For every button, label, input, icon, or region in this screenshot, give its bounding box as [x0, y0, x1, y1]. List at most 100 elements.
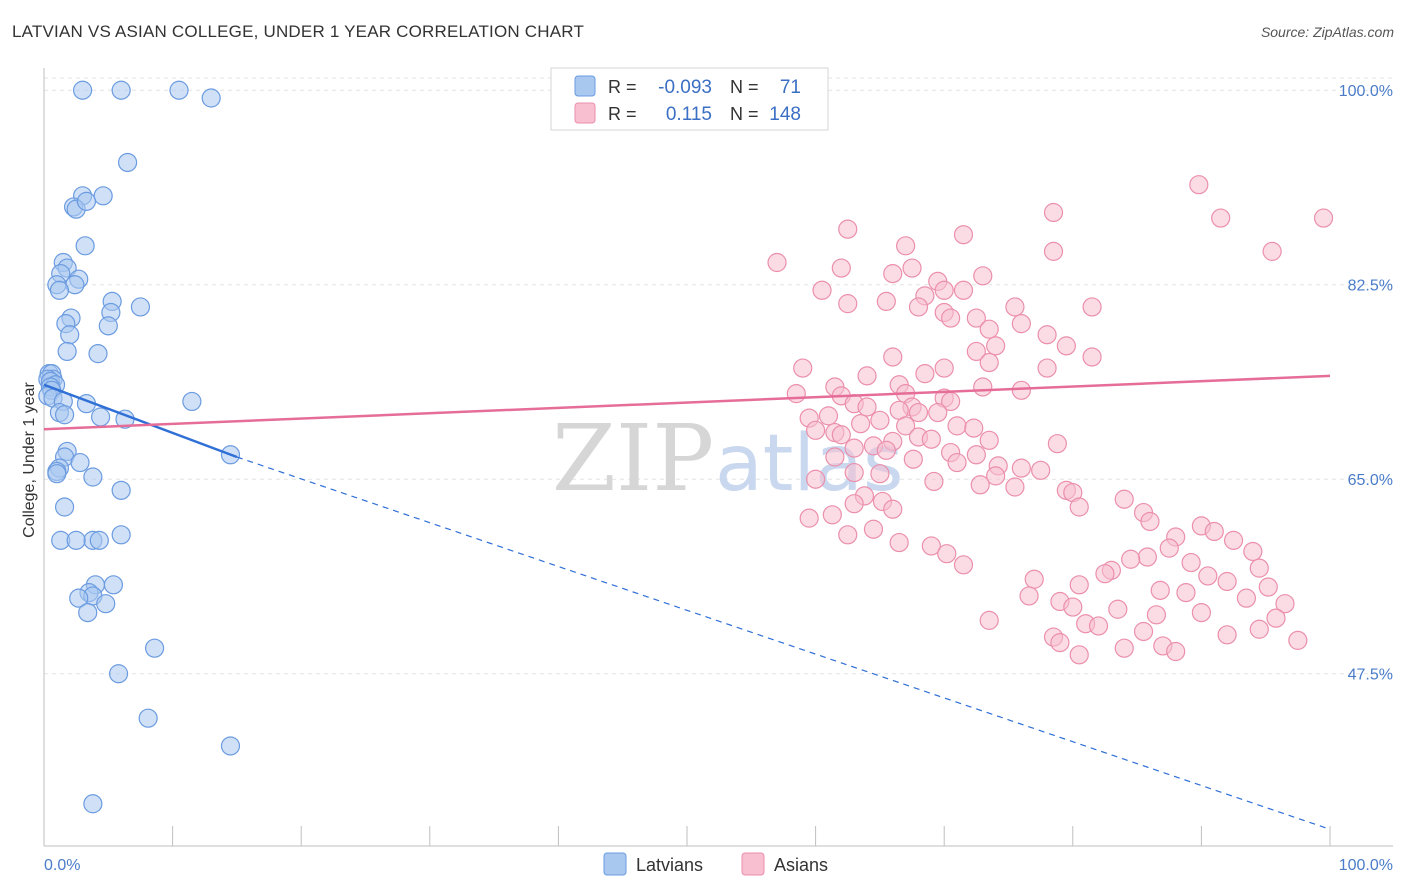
asians-point — [966, 308, 986, 328]
latvians-point — [60, 325, 80, 345]
y-axis-title: College, Under 1 year — [21, 382, 38, 538]
asians-point — [1313, 208, 1334, 228]
latvians-point — [111, 525, 131, 545]
asians-point — [1137, 547, 1157, 567]
asians-point — [883, 499, 903, 519]
asians-point — [986, 336, 1006, 356]
asians-point — [953, 225, 974, 245]
asians-point — [1043, 241, 1064, 261]
asians-point — [1217, 625, 1237, 645]
chart-title: LATVIAN VS ASIAN COLLEGE, UNDER 1 YEAR C… — [12, 22, 585, 41]
y-tick-label: 82.5% — [1348, 278, 1393, 295]
asians-point — [973, 266, 993, 286]
asians-point — [966, 341, 986, 362]
asians-point — [793, 358, 813, 378]
watermark-zip: ZIP — [552, 405, 714, 512]
legend-swatch-asians — [574, 102, 596, 124]
bottom-legend-swatch-latvians — [603, 852, 627, 876]
asians-point — [1166, 641, 1186, 662]
asians-point — [883, 347, 903, 367]
asians-point — [953, 555, 974, 575]
asians-point — [870, 410, 890, 430]
asians-point — [1114, 638, 1134, 658]
asians-point — [1121, 549, 1141, 569]
asians-point — [973, 377, 993, 397]
asians-point — [1011, 380, 1031, 400]
asians-point — [937, 544, 957, 564]
asians-point — [1266, 608, 1286, 628]
latvians-point — [54, 405, 75, 425]
asians-point — [947, 416, 967, 436]
latvians-point — [201, 88, 221, 108]
y-tick-labels: 100.0% 82.5% 65.0% 47.5% — [1339, 83, 1393, 684]
asians-point — [1037, 358, 1057, 378]
latvians-point — [72, 80, 93, 100]
asians-point — [1108, 599, 1128, 619]
asians-point — [876, 291, 896, 311]
latvians-point — [49, 280, 70, 300]
asians-point — [1005, 297, 1025, 317]
latvians-point — [89, 530, 109, 550]
asians-point — [1082, 297, 1102, 317]
asians-point — [1258, 577, 1278, 597]
asians-point — [863, 519, 884, 539]
asians-point — [818, 406, 839, 426]
asians-point — [1288, 630, 1308, 650]
asians-point — [1150, 580, 1170, 600]
asians-point — [908, 297, 929, 317]
asians-point — [1249, 619, 1269, 639]
asians-point — [1191, 602, 1212, 623]
legend-n-label-latvians: N = — [730, 77, 759, 97]
latvians-point — [66, 530, 86, 550]
asians-point — [1198, 566, 1218, 586]
y-tick-label: 100.0% — [1339, 83, 1393, 100]
asians-point — [1037, 325, 1057, 345]
asians-point — [1011, 458, 1031, 478]
asians-point — [857, 397, 877, 417]
asians-point — [986, 466, 1006, 486]
asians-point — [921, 429, 941, 449]
asians-point — [966, 445, 986, 465]
x-ticks — [43, 826, 1331, 846]
asians-point — [889, 532, 909, 553]
asians-point — [1140, 511, 1160, 532]
asians-point — [1236, 588, 1257, 608]
chart-source: Source: ZipAtlas.com — [1260, 24, 1394, 40]
asians-point — [1189, 175, 1209, 195]
latvians-point — [220, 736, 241, 756]
asians-point — [1262, 241, 1282, 261]
asians-point — [1204, 521, 1224, 542]
asians-point — [1223, 530, 1244, 550]
asians-point — [1088, 616, 1109, 636]
asians-point — [876, 440, 896, 460]
asians-point — [812, 280, 832, 300]
asians-point — [928, 402, 948, 423]
latvians-point — [144, 638, 165, 658]
legend-n-label-asians: N = — [730, 104, 759, 124]
asians-point — [1011, 314, 1031, 334]
asians-point — [844, 438, 864, 458]
asians-point — [799, 508, 819, 528]
latvians-point — [96, 594, 116, 614]
asians-point — [844, 494, 864, 514]
legend-r-value-latvians: -0.093 — [658, 77, 712, 98]
latvians-point — [88, 344, 108, 364]
asians-point — [1005, 477, 1025, 497]
x-tick-label-min: 0.0% — [44, 857, 80, 874]
latvians-point — [54, 497, 75, 517]
latvians-point — [83, 794, 103, 814]
asians-point — [1211, 208, 1231, 228]
asians-point — [825, 447, 845, 467]
asians-point — [953, 280, 974, 300]
asians-point — [838, 525, 858, 545]
asians-point — [921, 536, 941, 556]
bottom-legend-swatch-asians — [741, 852, 765, 876]
latvians-point — [76, 191, 97, 211]
latvians-point — [90, 407, 111, 427]
bottom-legend-latvians: Latvians — [636, 855, 703, 875]
y-tick-label: 47.5% — [1348, 667, 1393, 684]
asians-points — [767, 175, 1334, 665]
asians-point — [1069, 645, 1089, 665]
y-tick-label: 65.0% — [1348, 472, 1393, 489]
latvians-point — [111, 480, 131, 500]
